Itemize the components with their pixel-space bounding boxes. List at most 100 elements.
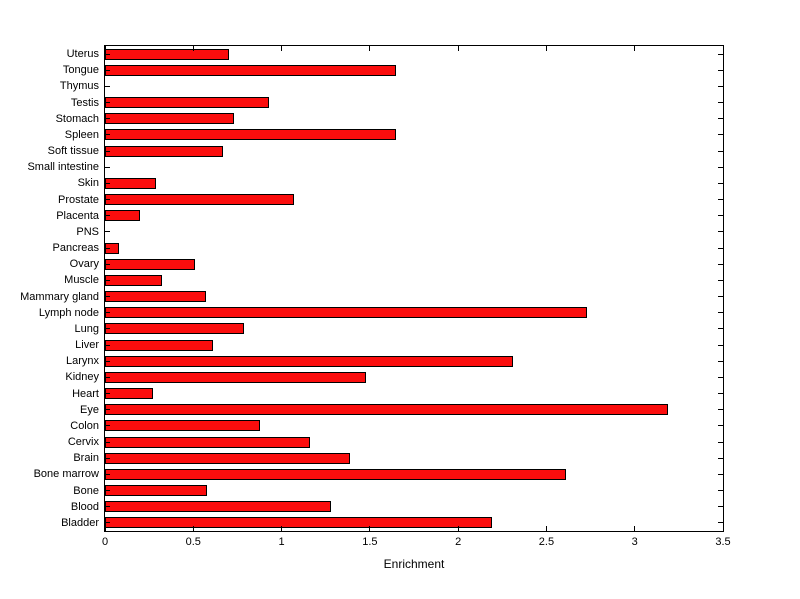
x-tick (192, 46, 194, 51)
x-tick (369, 526, 371, 531)
y-tick (105, 279, 110, 281)
y-tick (105, 344, 110, 346)
category-label-uterus: Uterus (66, 48, 99, 61)
x-tick-label-1.5: 1.5 (362, 536, 378, 548)
y-tick (718, 247, 723, 249)
plot-area (104, 45, 724, 532)
bar-kidney (105, 371, 367, 383)
y-tick (105, 425, 110, 427)
category-label-bone: Bone (73, 484, 99, 497)
y-tick (105, 360, 110, 362)
bar-bone (105, 485, 208, 497)
bar-bone-marrow (105, 468, 566, 480)
y-tick (718, 166, 723, 168)
y-tick (105, 312, 110, 314)
y-tick (718, 279, 723, 281)
y-tick (105, 409, 110, 411)
y-tick (718, 328, 723, 330)
category-label-cervix: Cervix (67, 436, 99, 449)
y-tick (718, 522, 723, 524)
x-tick-label-1: 1 (278, 536, 285, 548)
bar-testis (105, 97, 270, 109)
y-tick (105, 53, 110, 55)
bar-prostate (105, 194, 294, 206)
y-tick (718, 457, 723, 459)
bar-stomach (105, 113, 234, 125)
y-tick (105, 441, 110, 443)
x-tick (369, 46, 371, 51)
bar-muscle (105, 274, 162, 286)
x-tick-label-3: 3 (631, 536, 638, 548)
category-label-muscle: Muscle (64, 274, 99, 287)
y-tick (105, 393, 110, 395)
bar-spleen (105, 129, 397, 141)
category-label-heart: Heart (72, 387, 99, 400)
category-label-bone-marrow: Bone marrow (33, 468, 99, 481)
x-tick (634, 46, 636, 51)
y-tick (105, 473, 110, 475)
y-tick (718, 490, 723, 492)
y-tick (105, 150, 110, 152)
y-tick (718, 263, 723, 265)
y-tick (718, 85, 723, 87)
x-tick (281, 526, 283, 531)
x-tick (722, 46, 724, 51)
x-tick (281, 46, 283, 51)
bar-tongue (105, 64, 397, 76)
x-tick (545, 46, 547, 51)
x-tick (104, 526, 106, 531)
bar-placenta (105, 210, 141, 222)
category-label-prostate: Prostate (58, 193, 99, 206)
y-tick (105, 69, 110, 71)
y-tick (718, 344, 723, 346)
y-tick (105, 182, 110, 184)
y-tick (718, 296, 723, 298)
y-tick (718, 102, 723, 104)
category-label-bladder: Bladder (61, 516, 99, 529)
y-tick (718, 506, 723, 508)
y-tick (718, 150, 723, 152)
category-label-spleen: Spleen (64, 128, 99, 141)
y-tick (718, 360, 723, 362)
bar-uterus (105, 48, 229, 60)
y-tick (105, 506, 110, 508)
y-tick (718, 312, 723, 314)
y-tick (718, 215, 723, 217)
bar-brain (105, 452, 351, 464)
y-tick (718, 409, 723, 411)
category-label-kidney: Kidney (65, 371, 99, 384)
y-tick (105, 85, 110, 87)
x-tick-label-2: 2 (455, 536, 462, 548)
y-tick (718, 69, 723, 71)
x-tick (104, 46, 106, 51)
category-label-ovary: Ovary (69, 258, 99, 271)
y-tick (105, 134, 110, 136)
category-label-thymus: Thymus (59, 80, 99, 93)
y-tick (718, 199, 723, 201)
bar-lung (105, 323, 245, 335)
y-tick (718, 118, 723, 120)
x-tick-label-2.5: 2.5 (538, 536, 555, 548)
bar-soft-tissue (105, 145, 224, 157)
y-tick (105, 166, 110, 168)
y-tick (105, 490, 110, 492)
bar-blood (105, 501, 331, 513)
x-tick (457, 46, 459, 51)
y-tick (105, 231, 110, 233)
y-tick (105, 215, 110, 217)
category-label-larynx: Larynx (65, 355, 99, 368)
x-tick (545, 526, 547, 531)
category-label-colon: Colon (70, 419, 99, 432)
bar-larynx (105, 355, 513, 367)
category-label-tongue: Tongue (62, 64, 99, 77)
y-tick (105, 102, 110, 104)
x-tick-label-3.5: 3.5 (715, 536, 731, 548)
category-label-lymph-node: Lymph node (38, 306, 99, 319)
bar-heart (105, 388, 153, 400)
category-label-placenta: Placenta (56, 209, 99, 222)
x-tick (634, 526, 636, 531)
x-tick (457, 526, 459, 531)
bar-cervix (105, 436, 310, 448)
bar-lymph-node (105, 307, 588, 319)
